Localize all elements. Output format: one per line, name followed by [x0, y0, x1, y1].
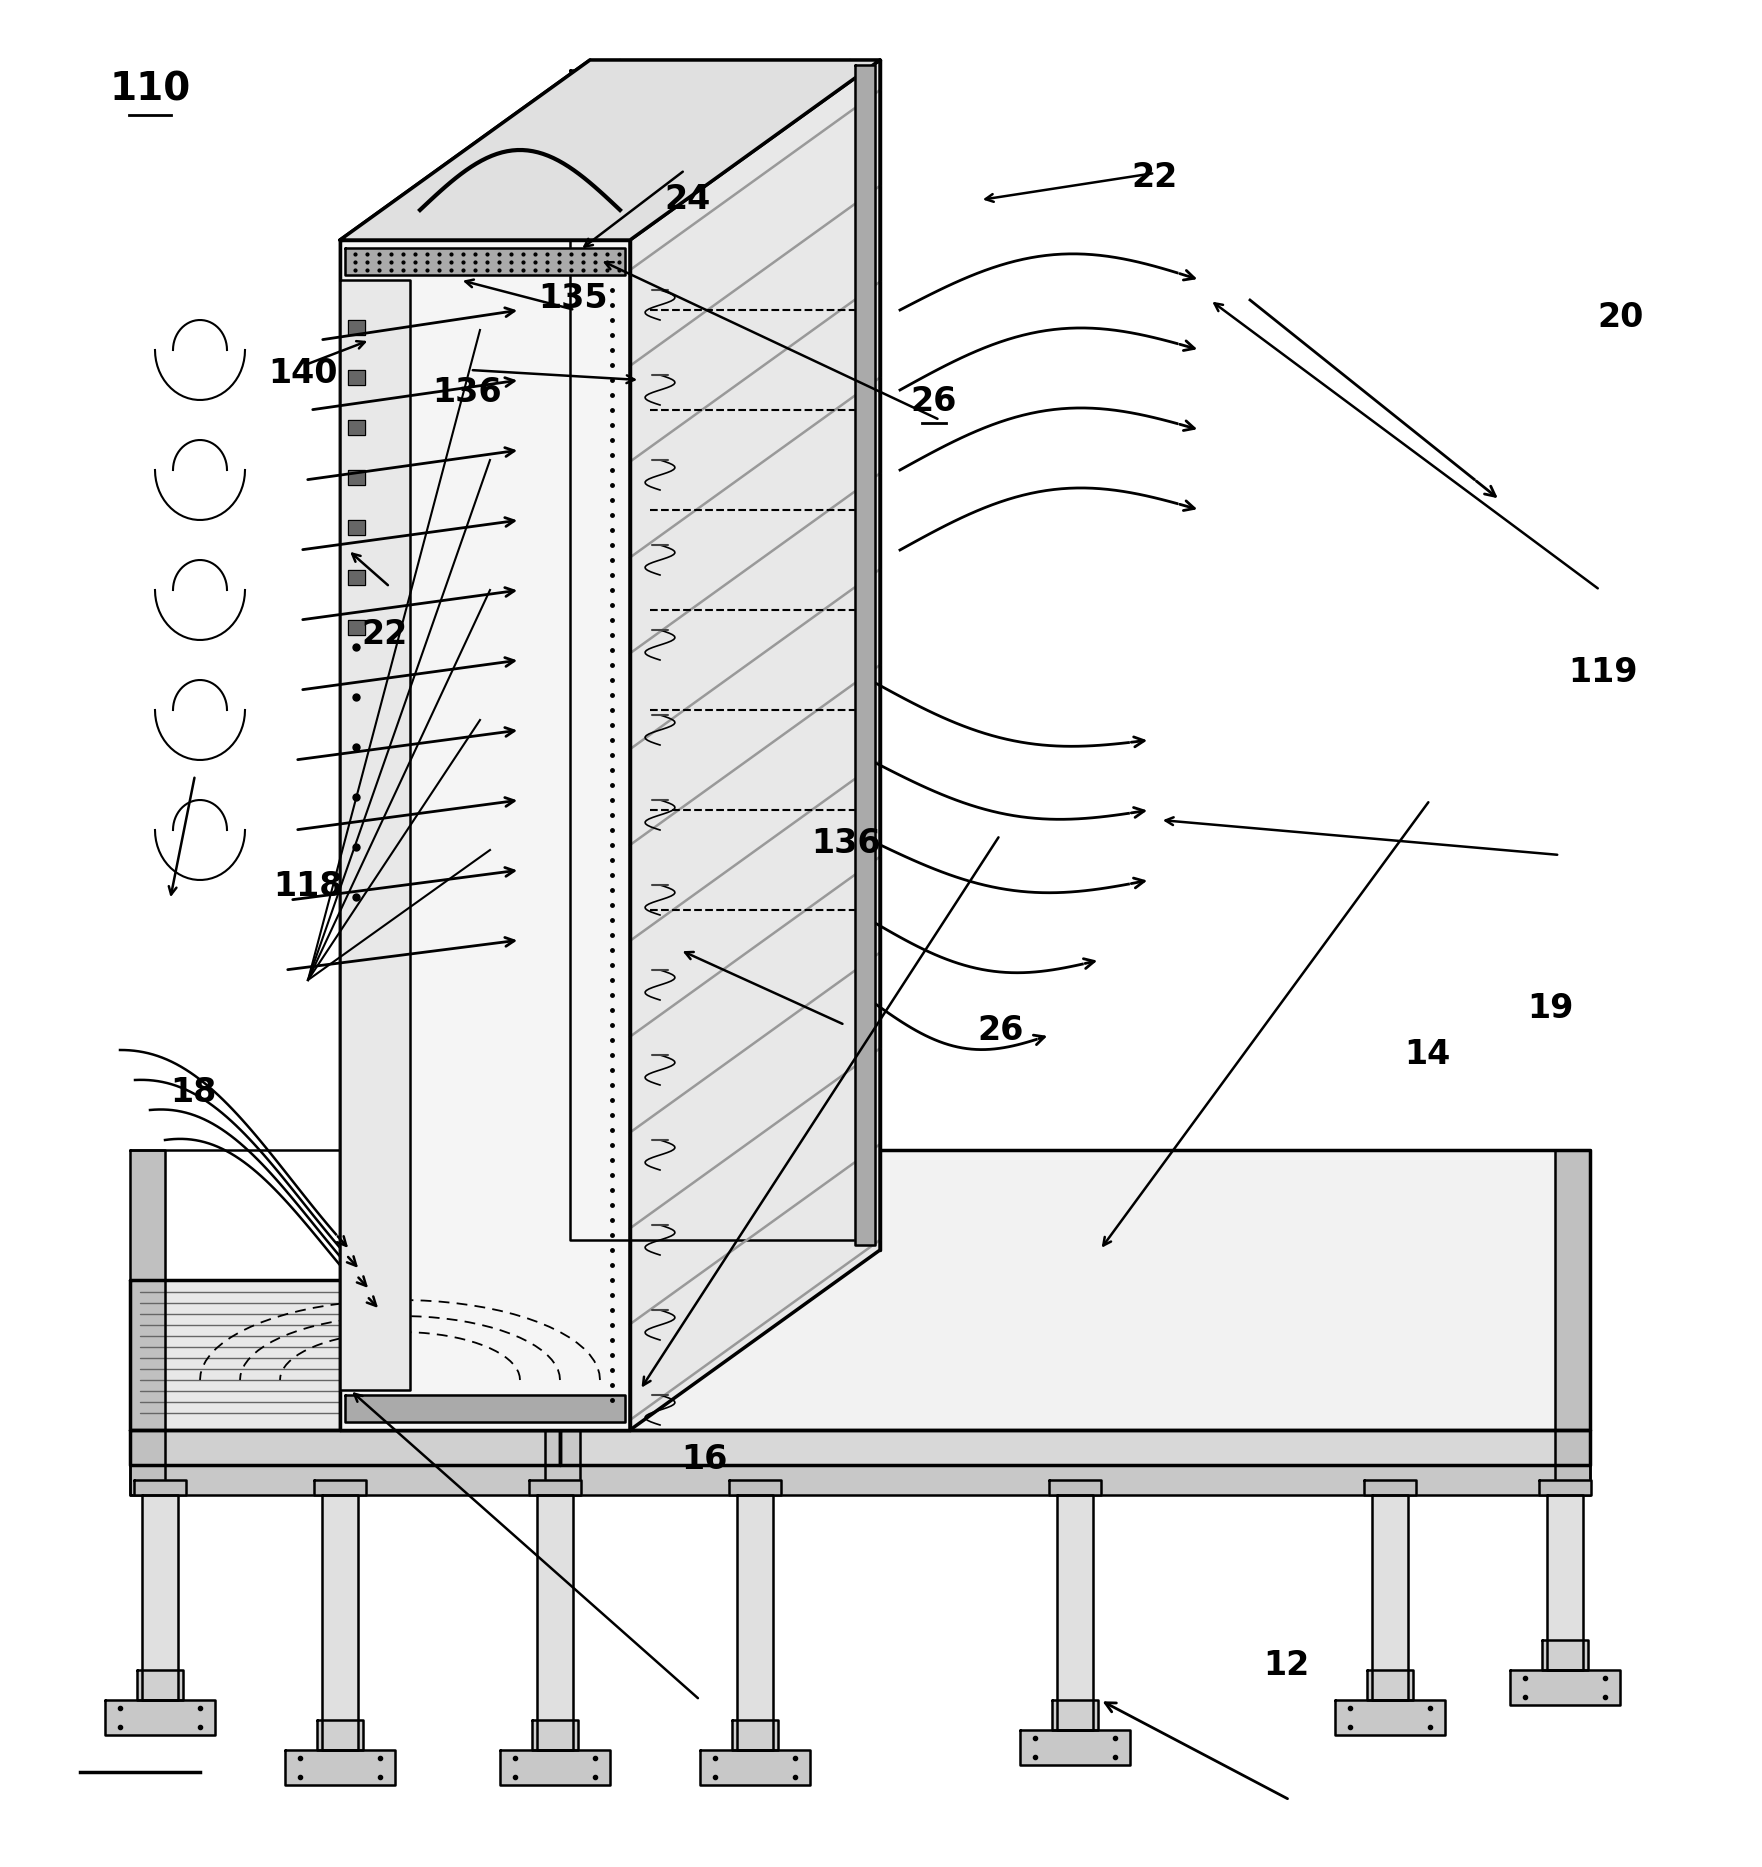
Text: 119: 119 — [1568, 655, 1639, 689]
Polygon shape — [1052, 1701, 1098, 1731]
Polygon shape — [1048, 1481, 1101, 1495]
Polygon shape — [1364, 1481, 1417, 1495]
Text: 136: 136 — [432, 375, 502, 409]
Polygon shape — [349, 521, 365, 536]
Polygon shape — [560, 1430, 1589, 1466]
Polygon shape — [345, 1395, 626, 1423]
Polygon shape — [560, 1150, 1589, 1430]
Polygon shape — [349, 319, 365, 334]
Text: 136: 136 — [811, 827, 881, 861]
Polygon shape — [1510, 1669, 1619, 1705]
Text: 18: 18 — [171, 1075, 217, 1109]
Polygon shape — [349, 470, 365, 485]
Text: 24: 24 — [664, 183, 710, 217]
Polygon shape — [1057, 1495, 1092, 1731]
Polygon shape — [285, 1749, 395, 1785]
Polygon shape — [1336, 1701, 1445, 1734]
Text: 16: 16 — [682, 1443, 728, 1477]
Text: 140: 140 — [268, 357, 338, 390]
Polygon shape — [349, 370, 365, 385]
Polygon shape — [130, 1150, 166, 1495]
Polygon shape — [700, 1749, 811, 1785]
Polygon shape — [106, 1701, 215, 1734]
Polygon shape — [631, 60, 879, 1430]
Polygon shape — [529, 1481, 581, 1495]
Polygon shape — [134, 1481, 187, 1495]
Text: 12: 12 — [1263, 1649, 1309, 1682]
Text: 135: 135 — [537, 282, 608, 316]
Text: 22: 22 — [1131, 161, 1177, 194]
Polygon shape — [569, 69, 870, 1240]
Polygon shape — [1538, 1481, 1591, 1495]
Polygon shape — [855, 65, 876, 1245]
Text: 19: 19 — [1528, 991, 1573, 1025]
Polygon shape — [349, 620, 365, 635]
Polygon shape — [340, 241, 631, 1430]
Polygon shape — [349, 569, 365, 584]
Polygon shape — [1542, 1639, 1588, 1669]
Polygon shape — [729, 1481, 781, 1495]
Polygon shape — [1373, 1495, 1408, 1701]
Polygon shape — [349, 420, 365, 435]
Text: 22: 22 — [361, 618, 407, 652]
Text: 118: 118 — [273, 870, 344, 904]
Polygon shape — [532, 1720, 578, 1749]
Polygon shape — [1547, 1495, 1582, 1669]
Polygon shape — [500, 1749, 610, 1785]
Text: 26: 26 — [978, 1014, 1024, 1047]
Polygon shape — [314, 1481, 366, 1495]
Polygon shape — [737, 1495, 774, 1749]
Text: 14: 14 — [1404, 1038, 1450, 1072]
Polygon shape — [130, 1281, 560, 1430]
Text: 110: 110 — [109, 71, 190, 108]
Polygon shape — [322, 1495, 358, 1749]
Polygon shape — [340, 280, 411, 1391]
Polygon shape — [1020, 1731, 1129, 1764]
Polygon shape — [1556, 1150, 1589, 1495]
Polygon shape — [345, 248, 626, 274]
Polygon shape — [731, 1720, 779, 1749]
Polygon shape — [143, 1495, 178, 1701]
Text: 26: 26 — [911, 385, 957, 418]
Polygon shape — [1367, 1669, 1413, 1701]
Polygon shape — [537, 1495, 573, 1749]
Polygon shape — [137, 1669, 183, 1701]
Polygon shape — [340, 60, 879, 241]
Polygon shape — [130, 1430, 560, 1466]
Polygon shape — [317, 1720, 363, 1749]
Polygon shape — [130, 1466, 1589, 1495]
Polygon shape — [544, 1150, 580, 1495]
Text: 20: 20 — [1598, 301, 1644, 334]
